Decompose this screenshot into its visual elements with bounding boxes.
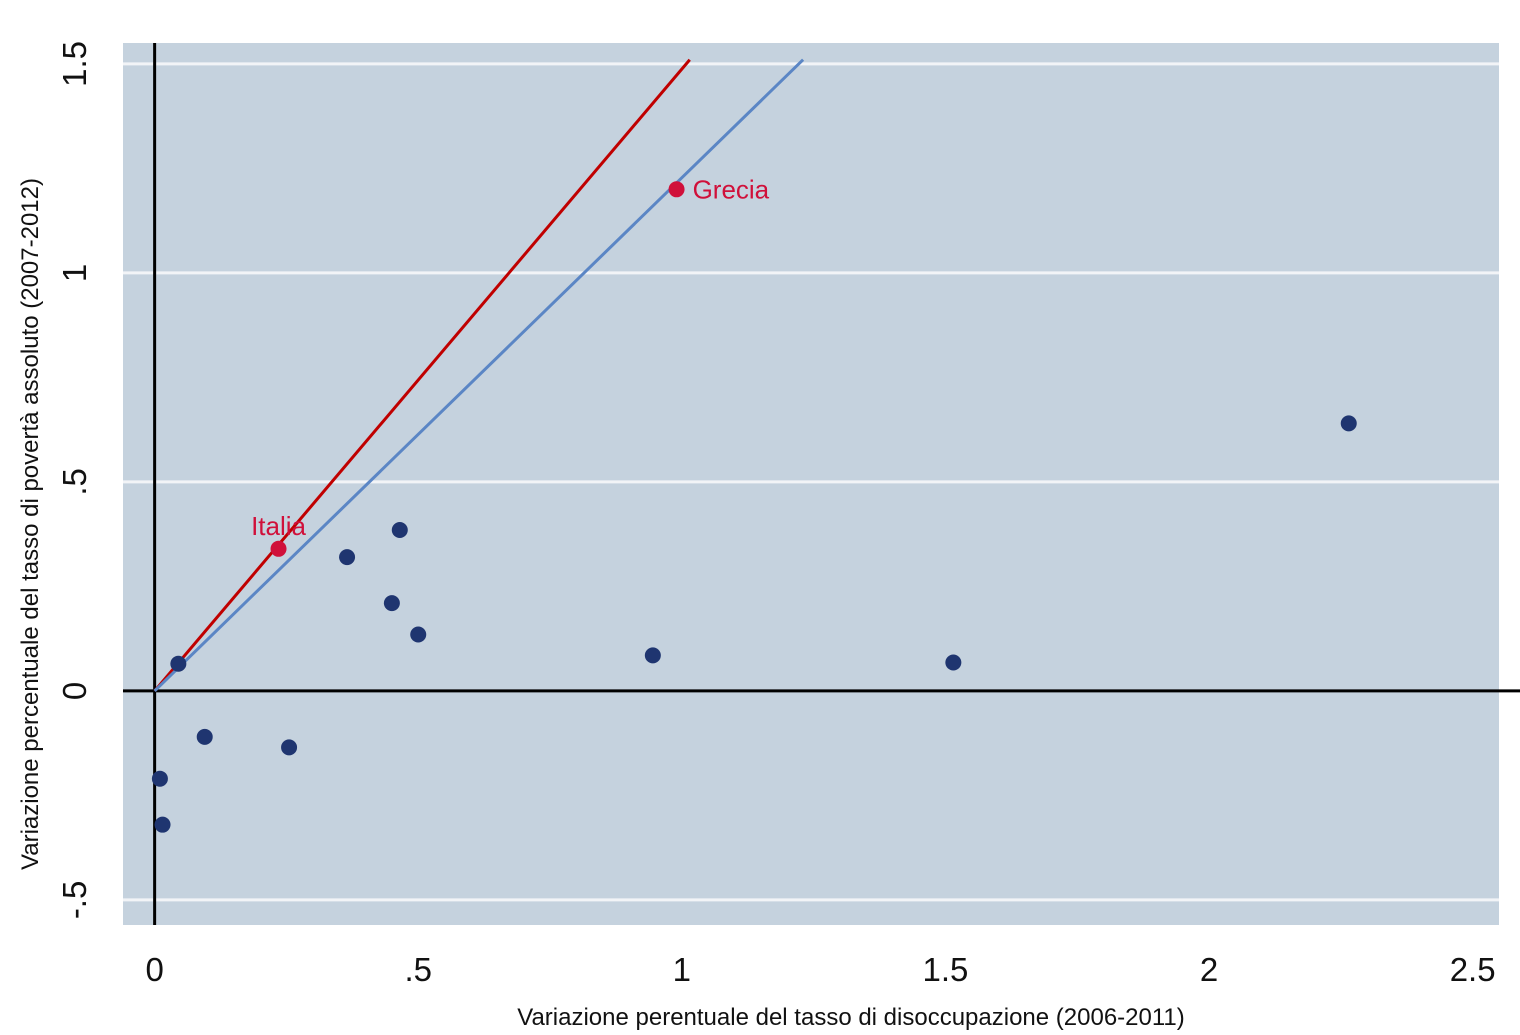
y-tick-label: .5 — [56, 468, 93, 496]
x-tick-label: 2.5 — [1450, 951, 1496, 988]
data-point — [410, 626, 427, 643]
x-tick-label: 2 — [1200, 951, 1218, 988]
gridlines — [123, 62, 1499, 902]
data-point — [1340, 415, 1357, 432]
data-point — [281, 739, 298, 756]
blue-reference-line — [153, 58, 805, 692]
data-points — [151, 181, 1357, 833]
data-point — [170, 655, 187, 672]
tick-labels: 0 .5 1 1.5 2 2.5 -.5 0 .5 1 1.5 — [56, 41, 1496, 988]
data-point — [644, 647, 661, 664]
data-point — [151, 770, 168, 787]
data-point — [339, 549, 356, 566]
data-point — [196, 728, 213, 745]
y-axis-title: Variazione percentuale del tasso di pove… — [17, 178, 44, 870]
red-reference-line — [153, 58, 691, 692]
x-tick-label: .5 — [404, 951, 432, 988]
y-tick-label: 1.5 — [56, 41, 93, 87]
y-tick-label: 0 — [56, 682, 93, 700]
point-label: Grecia — [693, 174, 770, 204]
highlighted-point — [668, 181, 685, 198]
highlighted-point — [270, 540, 287, 557]
y-tick-label: -.5 — [56, 881, 93, 920]
data-point — [945, 654, 962, 671]
data-point — [391, 521, 408, 538]
point-labels: Italia Grecia — [251, 174, 770, 540]
x-tick-label: 1 — [673, 951, 691, 988]
y-tick-label: 1 — [56, 264, 93, 282]
x-tick-label: 1.5 — [922, 951, 968, 988]
x-tick-label: 0 — [145, 951, 163, 988]
reference-lines — [153, 58, 805, 692]
point-label: Italia — [251, 511, 306, 541]
plot-area — [123, 43, 1499, 925]
data-point — [383, 595, 400, 612]
data-point — [154, 816, 171, 833]
x-axis-title: Variazione perentuale del tasso di disoc… — [517, 1004, 1185, 1031]
